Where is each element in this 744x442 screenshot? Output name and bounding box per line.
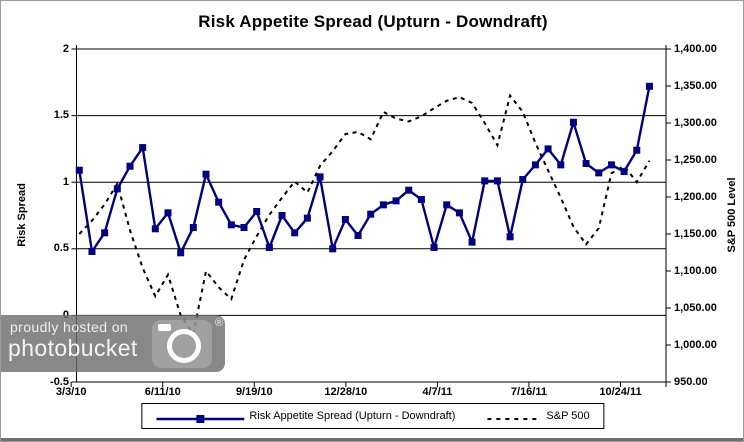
- legend-label-sp500: S&P 500: [546, 410, 590, 422]
- left-axis-tick-label: 2: [62, 42, 69, 55]
- photobucket-watermark[interactable]: proudly hosted on photobucket ®: [1, 315, 225, 372]
- watermark-tagline: proudly hosted on: [10, 319, 129, 335]
- legend-label-risk-spread: Risk Appetite Spread (Upturn - Downdraft…: [249, 410, 456, 422]
- camera-icon: [152, 320, 212, 368]
- left-axis-tick-label: 1.5: [53, 109, 69, 122]
- right-axis-title: S&P 500 Level: [726, 177, 738, 253]
- x-axis-tick-label: 4/7/11: [422, 386, 453, 398]
- left-axis-tick-label: 1: [62, 175, 69, 188]
- risk-spread-line-sample-icon: [156, 411, 245, 423]
- bottom-edge-strip: [1, 438, 743, 441]
- right-axis-tick-label: 1,350.00: [674, 79, 717, 92]
- left-axis-tick-label: 0.5: [53, 242, 69, 255]
- watermark-brand: photobucket: [8, 335, 138, 361]
- x-axis-tick-label: 7/16/11: [510, 386, 547, 398]
- right-axis-tick-label: 1,150.00: [674, 227, 717, 240]
- x-axis-tick-label: 6/11/10: [144, 386, 181, 398]
- chart-title: Risk Appetite Spread (Upturn - Downdraft…: [198, 12, 548, 31]
- right-axis-tick-label: 1,250.00: [674, 153, 717, 166]
- left-axis-tick-label: -0.5: [50, 375, 69, 388]
- left-axis-tick-label: 0: [21, 309, 69, 322]
- right-axis-tick-label: 1,300.00: [674, 116, 717, 129]
- x-axis-tick-label: 3/3/10: [55, 386, 87, 398]
- right-axis-tick-label: 1,000.00: [674, 338, 717, 351]
- left-axis-title: Risk Spread: [16, 183, 28, 247]
- chart-legend: Risk Appetite Spread (Upturn - Downdraft…: [141, 403, 605, 429]
- right-axis-tick-label: 1,100.00: [674, 264, 717, 277]
- sp500-dashed-line-sample-icon: [487, 411, 542, 421]
- right-axis-tick-label: 1,050.00: [674, 301, 717, 314]
- right-axis-tick-label: 950.00: [674, 375, 708, 388]
- x-axis-tick-label: 12/28/10: [324, 386, 368, 398]
- x-axis-tick-label: 10/24/11: [599, 386, 642, 398]
- x-axis-tick-label: 9/19/10: [235, 386, 273, 398]
- right-axis-tick-label: 1,400.00: [674, 42, 717, 55]
- registered-mark: ®: [215, 317, 224, 329]
- right-axis-tick-label: 1,200.00: [674, 190, 717, 203]
